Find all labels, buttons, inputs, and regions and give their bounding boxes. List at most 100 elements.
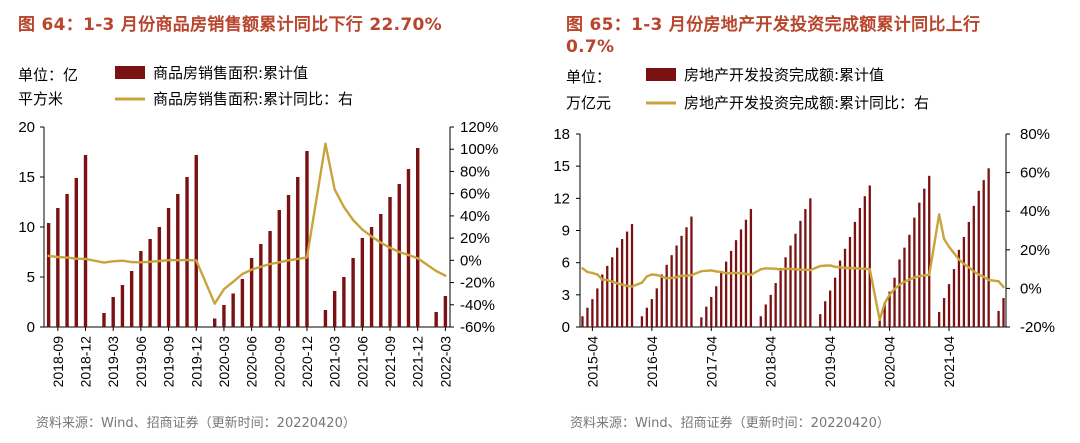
x-tick-label: 2019-12: [188, 336, 204, 388]
line-segment: [296, 256, 309, 261]
bar-2016-06: [660, 274, 663, 327]
bar-2015-09: [616, 247, 619, 327]
x-tick-label: 2020-04: [882, 336, 898, 388]
bar-2021-05: [952, 269, 956, 327]
line-segment: [102, 260, 115, 264]
x-tick-label: 2020-03: [216, 336, 232, 388]
line-segment: [987, 278, 1000, 283]
y2-tick-label: 80%: [1020, 126, 1050, 143]
line-segment: [241, 268, 253, 276]
bar-2021-02: [323, 310, 328, 327]
bar-2021-04: [947, 284, 951, 327]
bar-2016-08: [670, 255, 673, 327]
source-note: 资料来源：Wind、招商证券（更新时间：20220420）: [570, 416, 890, 431]
line-segment: [690, 270, 703, 277]
y-tick-label: 0: [27, 319, 35, 336]
line-segment: [305, 142, 327, 259]
x-tick-label: 2015-04: [584, 336, 600, 388]
bar-2020-09: [913, 217, 916, 327]
bar-2019-12: [868, 185, 871, 327]
bar-2021-06: [957, 249, 961, 327]
y2-tick-label: -20%: [1020, 319, 1055, 336]
line-segment: [868, 268, 881, 322]
bar-2020-07: [259, 244, 263, 327]
y-tick-label: 20: [18, 119, 35, 136]
bar-2020-11: [923, 188, 926, 327]
bar-2020-12: [928, 175, 931, 327]
bar-2019-04: [120, 285, 125, 327]
line-segment: [937, 213, 946, 241]
chart-panel-investment: 图 65：1-3 月份房地产开发投资完成额累计同比上行 0.7% 单位： 万亿元 房…: [540, 0, 1080, 443]
y-tick-label: 3: [562, 287, 570, 304]
line-point-2022-03: [444, 274, 447, 277]
bar-2018-04: [769, 294, 772, 327]
y2-tick-label: 0%: [460, 252, 482, 269]
line-segment: [407, 253, 419, 260]
bar-2021-03: [332, 291, 337, 327]
line-segment: [351, 218, 364, 231]
line-segment: [158, 259, 170, 263]
legend-swatch-bar: [115, 66, 145, 79]
line-segment: [250, 265, 263, 271]
line-segment: [333, 188, 346, 209]
bar-2020-04: [888, 291, 891, 327]
bar-2017-12: [749, 209, 753, 327]
bar-2019-09: [853, 221, 857, 327]
line-segment: [222, 280, 235, 291]
bar-2020-06: [898, 259, 901, 327]
y2-tick-label: 60%: [1020, 165, 1050, 182]
bar-2019-07: [148, 239, 152, 327]
bar-2021-09: [972, 205, 975, 327]
bar-2019-04: [829, 290, 832, 327]
bar-2015-10: [620, 239, 624, 327]
line-point-2022-03: [1002, 286, 1005, 288]
bar-2020-09: [277, 210, 281, 327]
bar-2019-11: [185, 177, 189, 327]
bar-2015-12: [630, 224, 634, 327]
line-segment: [268, 261, 281, 266]
bar-2017-03: [705, 306, 708, 327]
bar-2020-07: [903, 247, 906, 327]
x-tick-label: 2021-06: [354, 336, 370, 388]
line-segment: [888, 287, 896, 296]
x-tick-label: 2022-03: [437, 336, 453, 388]
bar-2020-02: [213, 318, 217, 327]
y-tick-label: 15: [18, 169, 35, 186]
line-segment: [434, 269, 447, 277]
bar-2017-09: [734, 240, 738, 327]
bar-2022-02: [434, 312, 438, 327]
bar-2017-08: [729, 250, 733, 327]
bar-2021-10: [977, 190, 980, 327]
y-tick-label: 5: [27, 269, 35, 286]
bar-2017-02: [700, 317, 703, 327]
y-tick-label: 12: [553, 190, 570, 207]
bar-2018-08: [789, 245, 792, 327]
x-tick-label: 2019-04: [822, 336, 838, 388]
bar-2020-04: [231, 293, 235, 327]
y-tick-label: 6: [562, 255, 570, 272]
line-segment: [342, 205, 355, 222]
line-segment: [259, 262, 272, 268]
bar-2018-10: [799, 220, 802, 327]
bar-2016-12: [690, 216, 693, 327]
legend-label-line: 房地产开发投资完成额:累计同比：右: [684, 94, 929, 112]
bar-2019-09: [166, 208, 171, 327]
bar-2016-10: [680, 235, 683, 327]
bar-2020-10: [918, 202, 921, 327]
x-tick-label: 2020-09: [271, 336, 287, 388]
line-segment: [361, 228, 373, 238]
bar-2021-11: [982, 180, 985, 327]
x-tick-label: 2021-12: [410, 336, 426, 388]
y2-tick-label: -40%: [460, 297, 495, 314]
bar-2018-09: [794, 233, 797, 327]
y2-tick-label: -60%: [460, 319, 495, 336]
bar-2021-12: [416, 148, 420, 327]
bar-2018-12: [83, 155, 88, 327]
bar-2021-08: [967, 221, 970, 327]
bar-2018-11: [804, 209, 807, 327]
y-tick-label: 10: [18, 219, 35, 236]
y-tick-label: 0: [562, 319, 570, 336]
bar-2021-07: [369, 227, 374, 327]
bar-2015-02: [581, 316, 584, 327]
y2-tick-label: 20%: [1020, 242, 1050, 259]
